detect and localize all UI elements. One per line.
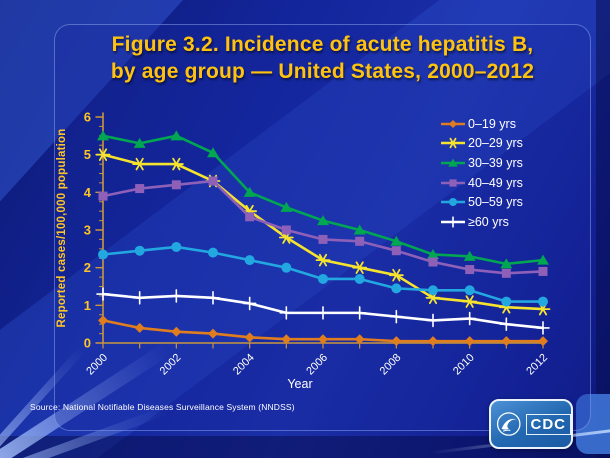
legend-label: ≥60 yrs — [468, 214, 509, 229]
chart-title: Figure 3.2. Incidence of acute hepatitis… — [54, 31, 591, 85]
title-line-2: by age group — United States, 2000–2012 — [110, 60, 535, 83]
background-bottom-edge — [0, 436, 610, 458]
legend-label: 20–29 yrs — [468, 136, 523, 151]
legend-marker-circle-icon — [440, 195, 466, 209]
hhs-seal-icon — [496, 412, 521, 436]
legend-item: 0–19 yrs — [440, 114, 523, 134]
cdc-wordmark: CDC — [525, 413, 571, 435]
legend-label: 50–59 yrs — [468, 195, 523, 210]
legend: 0–19 yrs 20–29 yrs 30–39 yrs 40–49 yrs 5… — [440, 114, 523, 232]
legend-marker-asterisk-icon — [440, 136, 466, 150]
title-line-1: Figure 3.2. Incidence of acute hepatitis… — [111, 33, 534, 56]
cdc-logo: CDC — [489, 399, 573, 449]
background-right-edge — [596, 0, 610, 458]
legend-marker-diamond-icon — [440, 117, 466, 131]
legend-item: 50–59 yrs — [440, 192, 523, 212]
legend-label: 0–19 yrs — [468, 116, 516, 131]
y-axis-title: Reported cases/100,000 population — [56, 128, 68, 328]
legend-marker-plus-icon — [440, 215, 466, 229]
x-axis-title: Year — [287, 377, 313, 391]
legend-marker-triangle-icon — [440, 156, 466, 170]
legend-label: 30–39 yrs — [468, 155, 523, 170]
source-note: Source: National Notifiable Diseases Sur… — [30, 402, 295, 412]
legend-item: ≥60 yrs — [440, 212, 523, 232]
legend-item: 40–49 yrs — [440, 173, 523, 193]
legend-item: 20–29 yrs — [440, 134, 523, 154]
legend-marker-square-icon — [440, 176, 466, 190]
legend-item: 30–39 yrs — [440, 153, 523, 173]
legend-label: 40–49 yrs — [468, 175, 523, 190]
